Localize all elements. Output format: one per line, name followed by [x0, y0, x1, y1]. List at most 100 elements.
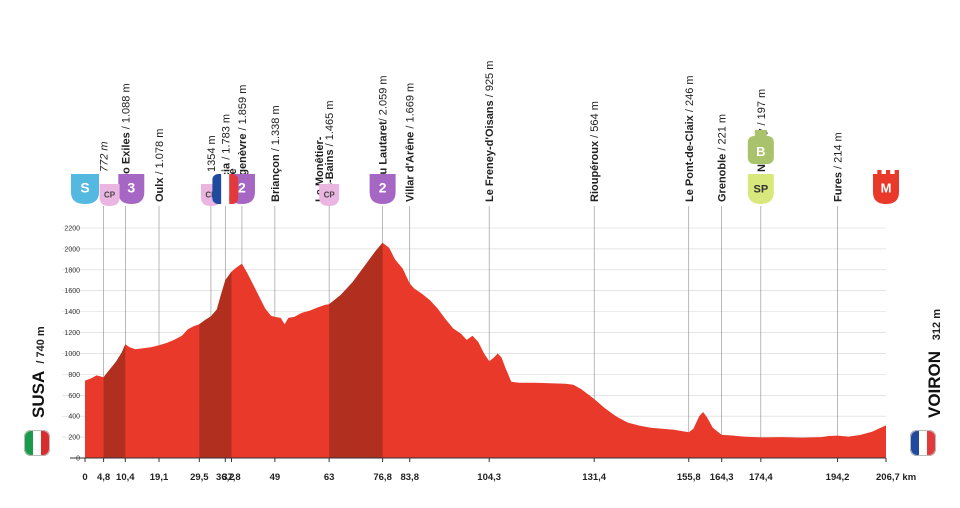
y-tick-label: 600	[68, 393, 80, 400]
checkpoint-badge-icon-letter: CP	[104, 191, 116, 200]
waypoint-elevation: / 197 m	[756, 89, 768, 129]
x-tick-label: 164,3	[710, 472, 734, 483]
waypoint-elevation: / 2.059 m	[378, 75, 390, 121]
waypoint-name: Briançon	[270, 154, 282, 202]
x-tick-label: 131,4	[582, 472, 606, 483]
waypoint-label: Fures / 214 m	[833, 132, 845, 202]
x-tick-label: 206,7 km	[876, 472, 916, 483]
waypoint-name: Fures	[833, 172, 845, 202]
sprint-badge-icon-letter: SP	[753, 184, 768, 196]
category-2-badge-icon: 2	[369, 174, 396, 204]
x-tick-label: 155,8	[677, 472, 701, 483]
y-axis-ticks: 0 200 400 600 800 1000 1200 1400 1600 1800 2000 220…	[64, 226, 80, 463]
category-2-badge-icon-letter: 2	[379, 180, 387, 196]
waypoint-name: Rioupéroux	[589, 140, 601, 202]
finish-city-label: VOIRON 312 m	[925, 309, 944, 418]
waypoint-label: Rioupéroux / 564 m	[589, 101, 601, 202]
x-tick-label: 83,8	[400, 472, 419, 483]
x-tick-label: 194,2	[826, 472, 850, 483]
x-tick-label: 174,4	[749, 472, 773, 483]
italy-flag-icon	[24, 430, 50, 456]
x-axis-ticks: 0 4,8 10,4 19,1 29,5 36,237,8 49 63 76,8 83,8 104,…	[82, 458, 916, 483]
checkpoint-badge-icon-letter: CP	[324, 191, 336, 200]
waypoint-label: Le Freney-d'Oisans / 925 m	[484, 61, 496, 202]
finish-city-name: VOIRON	[925, 351, 944, 418]
waypoint-name: Le Pont-de-Claix	[684, 114, 696, 202]
start-badge-icon: S	[71, 174, 99, 204]
start-badge-icon-letter: S	[80, 180, 89, 196]
y-tick-label: 1400	[64, 309, 80, 316]
france-border-flag-icon	[212, 174, 239, 204]
category-badges: S 3 2 2 CP CP CP SP M B	[71, 130, 899, 206]
checkpoint-badge-icon: CP	[99, 184, 120, 206]
finish-badge-icon: M	[873, 174, 899, 204]
waypoint-elevation: / 246 m	[684, 75, 696, 115]
y-tick-label: 400	[68, 414, 80, 421]
bonus-badge-icon: B	[747, 130, 774, 164]
waypoint-label: Grenoble / 221 m	[717, 114, 729, 202]
y-tick-label: 200	[68, 435, 80, 442]
y-tick-label: 2200	[64, 226, 80, 233]
category-2-badge-icon-letter: 2	[238, 180, 246, 196]
waypoint-label: Villar d'Arêne / 1.669 m	[405, 83, 417, 202]
y-tick-label: 1000	[64, 351, 80, 358]
category-3-badge-icon-letter: 3	[127, 180, 135, 196]
waypoint-elevation: 772 m	[99, 141, 111, 172]
waypoint-label: Oulx / 1.078 m	[154, 129, 166, 202]
finish-city-elevation: 312 m	[931, 309, 943, 340]
waypoint-name: Oulx	[154, 177, 166, 202]
france-flag-icon	[910, 430, 936, 456]
waypoint-elevation: / 214 m	[833, 132, 845, 172]
climb-segment	[329, 242, 383, 458]
x-tick-label: 104,3	[477, 472, 501, 483]
climb-segment	[199, 271, 232, 458]
x-tick-label: 63	[324, 472, 335, 483]
x-tick-label: 29,5	[190, 472, 209, 483]
waypoint-elevation: / 925 m	[484, 61, 496, 101]
bonus-badge-letter: B	[756, 144, 765, 159]
waypoint-elevation: / 1.465 m	[324, 101, 336, 150]
y-tick-label: 0	[76, 456, 80, 463]
waypoint-label: Briançon / 1.338 m	[270, 105, 282, 202]
waypoint-name: Grenoble	[717, 154, 729, 202]
x-tick-label: 10,4	[116, 472, 135, 483]
climb-segment	[103, 344, 126, 458]
category-3-badge-icon: 3	[118, 174, 145, 204]
start-city-label: SUSA / 740 m	[29, 326, 48, 418]
y-tick-label: 1800	[64, 267, 80, 274]
x-tick-label: 0	[82, 472, 87, 483]
y-tick-label: 2000	[64, 246, 80, 253]
y-tick-label: 1600	[64, 288, 80, 295]
x-tick-label: 76,8	[373, 472, 392, 483]
sprint-badge-icon: SP	[747, 174, 774, 204]
waypoint-label: 772 m	[99, 141, 111, 172]
start-city-elevation: / 740 m	[35, 326, 47, 364]
waypoint-elevation: / 1.669 m	[405, 83, 417, 132]
x-tick-label: 19,1	[150, 472, 169, 483]
waypoint-name: Villar d'Arêne	[405, 132, 417, 202]
checkpoint-badge-icon-letter: CP	[205, 191, 217, 200]
start-city: SUSA / 740 m	[24, 326, 50, 456]
waypoint-name: Le Freney-d'Oisans	[484, 100, 496, 202]
waypoint-elevation: / 1.078 m	[154, 129, 166, 178]
y-tick-label: 1200	[64, 330, 80, 337]
finish-city: VOIRON 312 m	[910, 309, 944, 456]
waypoint-elevation: / 564 m	[589, 101, 601, 141]
x-tick-label: 4,8	[97, 472, 110, 483]
waypoint-label: Le Pont-de-Claix / 246 m	[684, 75, 696, 202]
elevation-area	[85, 242, 886, 458]
finish-checker-icon	[873, 170, 899, 174]
waypoint-label: 1354 m	[206, 135, 218, 172]
x-tick-label: 37,8	[222, 472, 241, 483]
waypoint-elevation: / 1.783 m	[220, 114, 232, 163]
waypoint-elevation: / 1.859 m	[237, 85, 249, 134]
finish-badge-icon-letter: M	[881, 181, 892, 196]
waypoint-elevation: / 221 m	[717, 114, 729, 154]
waypoint-elevation: 1354 m	[206, 135, 218, 172]
checkpoint-badge-icon: CP	[319, 184, 340, 206]
waypoint-elevation: / 1.088 m	[120, 83, 132, 132]
x-tick-label: 49	[270, 472, 281, 483]
waypoint-elevation: / 1.338 m	[270, 105, 282, 154]
